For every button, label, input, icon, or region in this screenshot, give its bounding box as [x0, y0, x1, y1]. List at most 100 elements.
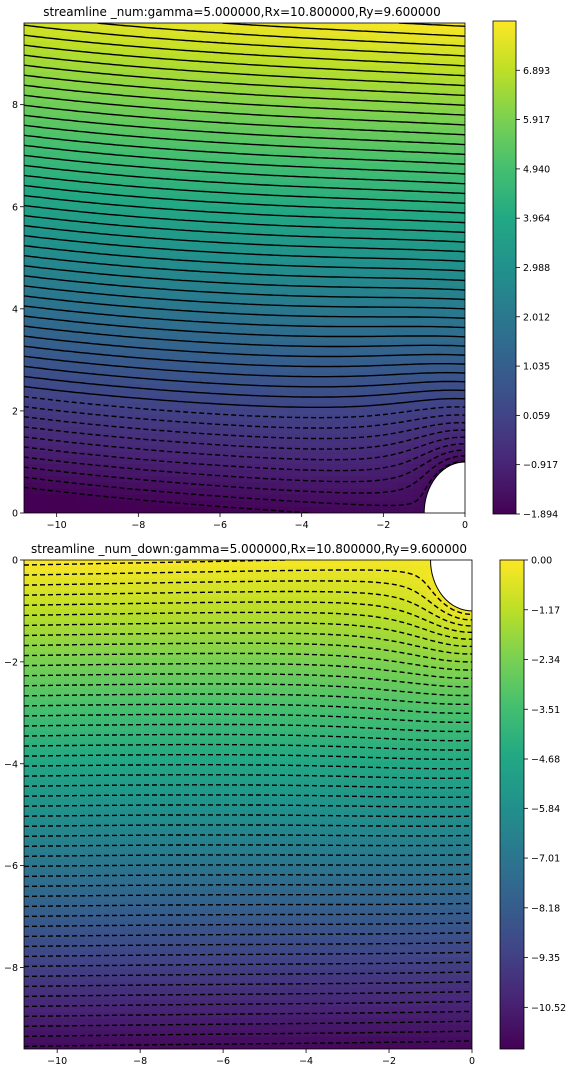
field-cell: [104, 304, 113, 312]
field-cell: [46, 329, 54, 336]
field-cell: [428, 182, 437, 189]
field-cell: [126, 114, 135, 122]
field-cell: [178, 231, 187, 238]
field-cell: [310, 427, 319, 434]
field-cell: [148, 488, 157, 496]
field-cell: [185, 433, 194, 441]
field-cell: [435, 96, 444, 104]
field-cell: [24, 488, 32, 496]
field-cell: [119, 96, 128, 104]
field-cell: [450, 225, 459, 232]
field-cell: [31, 621, 40, 628]
field-cell: [222, 243, 231, 251]
field-cell: [207, 194, 216, 202]
field-cell: [295, 482, 304, 490]
field-cell: [237, 231, 246, 238]
field-cell: [185, 335, 194, 343]
field-cell: [68, 476, 77, 483]
field-cell: [244, 366, 253, 373]
field-cell: [38, 402, 47, 410]
field-cell: [420, 366, 429, 373]
field-cell: [126, 366, 135, 373]
field-cell: [362, 464, 371, 471]
field-cell: [273, 451, 282, 459]
field-cell: [310, 506, 319, 513]
field-cell: [104, 408, 113, 416]
field-cell: [332, 408, 341, 416]
field-cell: [126, 402, 135, 410]
field-cell: [310, 139, 319, 147]
field-cell: [126, 59, 135, 67]
field-cell: [126, 121, 135, 128]
field-cell: [406, 445, 415, 453]
field-cell: [193, 488, 201, 496]
field-cell: [229, 402, 238, 410]
field-cell: [435, 23, 444, 30]
field-cell: [229, 206, 238, 214]
field-cell: [244, 476, 253, 483]
field-cell: [163, 47, 172, 55]
field-cell: [60, 470, 69, 477]
field-cell: [391, 47, 400, 55]
field-cell: [163, 470, 172, 477]
field-cell: [75, 506, 84, 513]
field-cell: [75, 384, 84, 392]
field-cell: [178, 114, 187, 122]
field-cell: [134, 225, 143, 232]
field-cell: [24, 359, 32, 367]
field-cell: [398, 96, 407, 104]
field-cell: [178, 84, 187, 91]
field-cell: [244, 421, 253, 428]
field-cell: [295, 127, 304, 134]
field-cell: [46, 372, 54, 379]
contour-line: [24, 184, 465, 214]
field-cell: [24, 219, 32, 226]
field-cell: [112, 225, 121, 232]
field-cell: [24, 914, 33, 922]
field-cell: [104, 219, 113, 226]
field-cell: [362, 317, 371, 324]
field-cell: [281, 47, 290, 55]
field-cell: [354, 390, 363, 398]
field-cell: [126, 488, 135, 496]
field-cell: [97, 78, 106, 85]
field-cell: [354, 53, 363, 61]
field-cell: [134, 219, 143, 226]
field-cell: [428, 102, 437, 110]
field-cell: [97, 188, 106, 196]
field-cell: [318, 372, 326, 379]
field-cell: [178, 439, 187, 447]
field-cell: [68, 194, 77, 202]
field-cell: [435, 298, 444, 306]
field-cell: [222, 157, 231, 165]
field-cell: [332, 41, 341, 49]
field-cell: [376, 255, 385, 263]
field-cell: [200, 445, 209, 453]
field-cell: [391, 445, 400, 453]
field-cell: [362, 200, 371, 208]
field-cell: [420, 176, 429, 183]
field-cell: [90, 488, 99, 496]
field-cell: [251, 182, 260, 189]
field-cell: [354, 384, 363, 392]
field-cell: [207, 72, 216, 79]
field-cell: [266, 415, 275, 422]
field-cell: [347, 372, 356, 379]
field-cell: [38, 41, 47, 49]
field-cell: [369, 133, 378, 140]
field-cell: [347, 292, 356, 300]
field-cell: [295, 249, 304, 257]
field-cell: [406, 145, 415, 153]
field-cell: [347, 329, 356, 336]
field-cell: [435, 163, 444, 171]
field-cell: [325, 182, 334, 189]
field-cell: [134, 353, 143, 361]
field-cell: [222, 84, 231, 91]
field-cell: [97, 500, 106, 508]
field-cell: [450, 347, 459, 355]
field-cell: [68, 421, 77, 428]
field-cell: [376, 182, 385, 189]
field-cell: [46, 304, 54, 312]
field-cell: [303, 335, 312, 343]
field-cell: [163, 298, 172, 306]
